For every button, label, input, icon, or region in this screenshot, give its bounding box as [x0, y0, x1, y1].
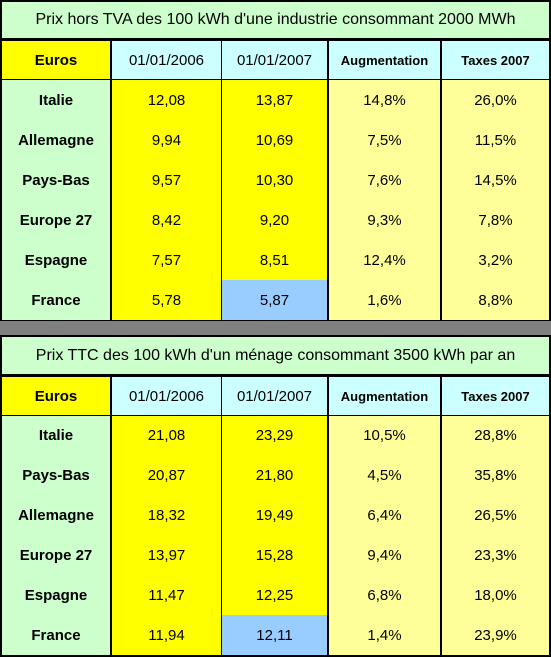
section-divider — [0, 321, 551, 335]
table1-row-1-taxes: 11,5% — [474, 131, 517, 149]
table1-header-country: Euros — [2, 41, 110, 79]
table1-column-y2006 — [112, 80, 221, 320]
table2-row-4-y2006: 11,47 — [148, 586, 185, 604]
table2-row-1-augmentation: 4,5% — [367, 467, 402, 485]
table1-column-taxes — [442, 80, 549, 320]
table2-header-taxes: Taxes 2007 — [442, 377, 549, 415]
table1-row-4-augmentation: 12,4% — [363, 251, 406, 269]
table2-row-3-taxes: 23,3% — [474, 546, 517, 564]
table1-row-4-country: Espagne — [24, 251, 88, 269]
table2-row-3-augmentation: 9,4% — [367, 546, 402, 564]
table1-row-5-france-2007-highlight: 5,87 — [222, 280, 327, 320]
table2-row-4-augmentation: 6,8% — [367, 586, 402, 604]
table1-row-2-taxes: 14,5% — [474, 171, 517, 189]
table1-row-2-y2006: 9,57 — [151, 171, 182, 189]
table1-row-1-y2007: 10,69 — [255, 131, 294, 149]
table1-row-2-country: Pays-Bas — [22, 171, 90, 189]
table2-row-1-y2006: 20,87 — [147, 467, 186, 485]
table1-row-3-y2006: 8,42 — [151, 211, 182, 229]
table1-row-0-taxes: 26,0% — [474, 91, 517, 109]
table1-row-3-y2007: 9,20 — [259, 211, 290, 229]
table1-row-5-y2006: 5,78 — [151, 291, 182, 309]
table2-row-2-country: Allemagne — [18, 507, 94, 525]
table2-row-0-country: Italie — [38, 427, 74, 445]
table2-row-1-y2007: 21,80 — [255, 467, 294, 485]
table1-header-y2006: 01/01/2006 — [112, 41, 221, 79]
table1-row-5-augmentation: 1,6% — [367, 291, 402, 309]
table2-column-country — [2, 416, 110, 655]
table2-row-2-y2006: 18,32 — [147, 507, 186, 525]
table2-header-country: Euros — [2, 377, 110, 415]
table2-row-2-augmentation: 6,4% — [367, 507, 402, 525]
table2-row-5-taxes: 23,9% — [474, 626, 517, 644]
table1-row-4-taxes: 3,2% — [478, 251, 513, 269]
table1-row-3-augmentation: 9,3% — [367, 211, 402, 229]
table1-row-4-y2006: 7,57 — [151, 251, 182, 269]
table1-row-1-country: Allemagne — [18, 131, 94, 149]
table2-title: Prix TTC des 100 kWh d'un ménage consomm… — [2, 337, 549, 374]
table2-header-augmentation: Augmentation — [329, 377, 440, 415]
table2-row-0-augmentation: 10,5% — [363, 427, 406, 445]
table2-row-0-taxes: 28,8% — [474, 427, 517, 445]
table2-row-4-country: Espagne — [24, 586, 88, 604]
table2-column-y2006 — [112, 416, 221, 655]
table2-column-augmentation — [329, 416, 440, 655]
table2-row-5-france-2007-highlight: 12,11 — [222, 615, 327, 655]
table1-row-2-augmentation: 7,6% — [367, 171, 402, 189]
table2-row-2-taxes: 26,5% — [474, 507, 517, 525]
table1-row-0-augmentation: 14,8% — [363, 91, 406, 109]
table2-row-4-taxes: 18,0% — [474, 586, 517, 604]
table2-row-5-y2006: 11,94 — [148, 626, 185, 644]
table1-header-augmentation: Augmentation — [329, 41, 440, 79]
table2-column-taxes — [442, 416, 549, 655]
table2-row-3-country: Europe 27 — [19, 546, 93, 564]
table1-row-1-y2006: 9,94 — [151, 131, 182, 149]
table2-header-y2007: 01/01/2007 — [222, 377, 327, 415]
table1-row-0-y2006: 12,08 — [147, 91, 186, 109]
table1-row-4-y2007: 8,51 — [259, 251, 290, 269]
table1-row-2-y2007: 10,30 — [255, 171, 294, 189]
table2-row-3-y2007: 15,28 — [255, 546, 294, 564]
table1-header-y2007: 01/01/2007 — [222, 41, 327, 79]
table2-row-0-y2006: 21,08 — [147, 427, 186, 445]
table1-row-3-country: Europe 27 — [19, 211, 93, 229]
table2-row-5-augmentation: 1,4% — [367, 626, 402, 644]
table2-header-y2006: 01/01/2006 — [112, 377, 221, 415]
table1-header-taxes: Taxes 2007 — [442, 41, 549, 79]
table1-row-0-y2007: 13,87 — [255, 91, 294, 109]
table2-row-5-country: France — [31, 626, 81, 644]
table1-row-0-country: Italie — [38, 91, 74, 109]
table1-column-augmentation — [329, 80, 440, 320]
table2-row-2-y2007: 19,49 — [255, 507, 294, 525]
table2-row-0-y2007: 23,29 — [255, 427, 294, 445]
table1-title: Prix hors TVA des 100 kWh d'une industri… — [2, 2, 549, 38]
table1-row-3-taxes: 7,8% — [478, 211, 513, 229]
table2-row-3-y2006: 13,97 — [147, 546, 186, 564]
table2-row-1-country: Pays-Bas — [22, 467, 90, 485]
table1-row-5-taxes: 8,8% — [478, 291, 513, 309]
table2-row-1-taxes: 35,8% — [474, 467, 517, 485]
table2-row-4-y2007: 12,25 — [255, 586, 294, 604]
table1-column-country — [2, 80, 110, 320]
table1-row-5-country: France — [31, 291, 81, 309]
table1-row-1-augmentation: 7,5% — [367, 131, 402, 149]
